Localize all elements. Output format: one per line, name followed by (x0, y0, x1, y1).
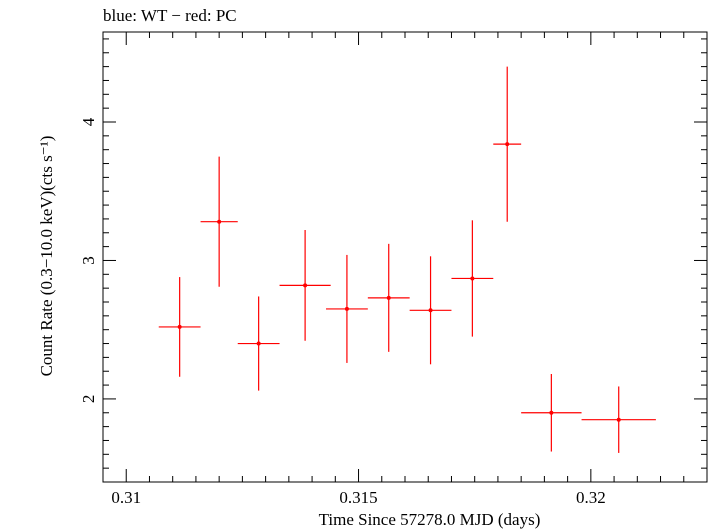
y-axis-label: Count Rate (0.3−10.0 keV)(cts s⁻¹) (37, 135, 56, 377)
data-point (217, 219, 222, 224)
y-tick-label: 2 (79, 395, 98, 404)
plot-frame (102, 31, 708, 483)
x-axis-label: Time Since 57278.0 MJD (days) (318, 510, 541, 529)
data-point (177, 324, 182, 329)
data-point (303, 283, 308, 288)
data-point (428, 308, 433, 313)
data-point (616, 417, 621, 422)
data-point (256, 341, 261, 346)
x-tick-label: 0.31 (111, 488, 141, 507)
chart-title: blue: WT − red: PC (103, 6, 237, 25)
data-point (344, 306, 349, 311)
data-point (505, 142, 510, 147)
y-tick-label: 3 (79, 256, 98, 265)
y-tick-label: 4 (79, 117, 98, 126)
data-point (549, 410, 554, 415)
x-tick-label: 0.315 (339, 488, 377, 507)
x-tick-label: 0.32 (576, 488, 606, 507)
data-point (386, 295, 391, 300)
data-point (470, 276, 475, 281)
